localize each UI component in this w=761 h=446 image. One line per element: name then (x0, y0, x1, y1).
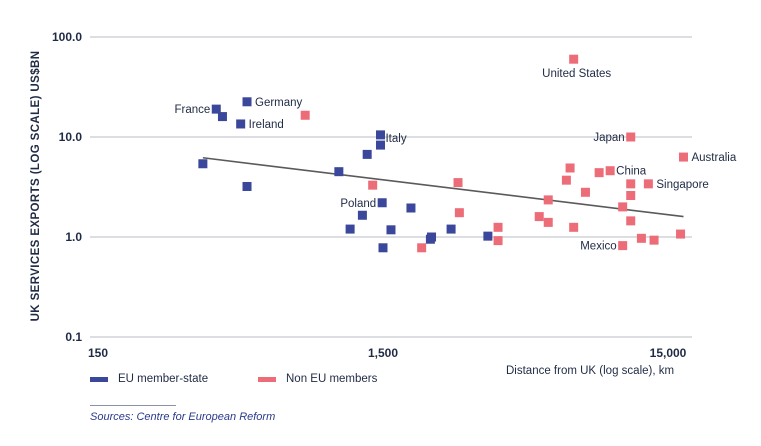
eu-point (334, 167, 344, 177)
point-label: Japan (593, 132, 624, 144)
non-eu-point (417, 243, 427, 253)
eu-point (211, 104, 221, 114)
eu-point (242, 97, 252, 107)
data-points (198, 54, 688, 253)
point-label: Ireland (249, 119, 284, 131)
point-label: Poland (340, 198, 376, 210)
non-eu-point (569, 222, 579, 232)
eu-point (375, 140, 385, 150)
eu-point (375, 130, 385, 140)
y-tick-label: 0.1 (65, 330, 82, 344)
eu-point (483, 231, 493, 241)
point-label: Singapore (656, 179, 708, 191)
legend-non-eu: Non EU members (258, 373, 377, 385)
non-eu-point (453, 178, 463, 188)
non-eu-point (561, 175, 571, 185)
eu-point (242, 181, 252, 191)
eu-point (236, 119, 246, 129)
non-eu-point (493, 222, 503, 232)
eu-point (357, 210, 367, 220)
non-eu-point (580, 187, 590, 197)
non-eu-point (626, 216, 636, 226)
legend-non-eu-swatch (258, 376, 276, 382)
point-label: China (616, 166, 647, 178)
non-eu-point (605, 166, 615, 176)
x-axis-ticks: 150 1,500 15,000 (88, 346, 687, 360)
non-eu-point (569, 54, 579, 64)
non-eu-point (626, 132, 636, 142)
point-label: France (174, 104, 210, 116)
y-axis-ticks: 0.1 1.0 10.0 100.0 (52, 30, 82, 344)
non-eu-point (678, 152, 688, 162)
legend-non-eu-label: Non EU members (286, 373, 378, 385)
point-label: Australia (691, 152, 736, 164)
trendline (202, 156, 684, 218)
y-axis-label: UK SERVICES EXPORTS (LOG SCALE) US$BN (30, 51, 42, 322)
eu-point (198, 159, 208, 169)
eu-point (217, 112, 227, 122)
gridlines (90, 36, 692, 338)
eu-point (345, 224, 355, 234)
non-eu-point (534, 212, 544, 222)
non-eu-point (454, 208, 464, 218)
x-tick-label: 150 (88, 346, 108, 360)
non-eu-point (643, 179, 653, 189)
non-eu-point (594, 168, 604, 178)
non-eu-point (626, 191, 636, 201)
x-axis-label: Distance from UK (log scale), km (506, 365, 674, 377)
source-note: Sources: Centre for European Reform (90, 411, 276, 423)
non-eu-point (676, 229, 686, 239)
non-eu-point (543, 217, 553, 227)
non-eu-point (626, 179, 636, 189)
non-eu-point (636, 233, 646, 243)
non-eu-point (493, 236, 503, 246)
non-eu-point (565, 163, 575, 173)
point-label: United States (542, 68, 611, 80)
point-labels: France Ireland Germany Italy Poland United St… (174, 68, 736, 252)
eu-point (386, 225, 396, 235)
non-eu-point (618, 202, 628, 212)
legend-eu: EU member-state (90, 373, 208, 385)
non-eu-point (649, 235, 659, 245)
legend-eu-swatch (90, 376, 108, 382)
eu-point (446, 224, 456, 234)
trendline-group (202, 156, 684, 218)
point-label: Germany (255, 97, 303, 109)
non-eu-point (618, 241, 628, 251)
y-tick-label: 1.0 (65, 230, 82, 244)
eu-point (406, 203, 416, 213)
y-tick-label: 10.0 (59, 130, 83, 144)
non-eu-point (300, 110, 310, 120)
point-label: Italy (385, 133, 406, 145)
eu-point (378, 243, 388, 253)
non-eu-point (368, 180, 378, 190)
source-divider (90, 405, 176, 406)
x-tick-label: 1,500 (368, 346, 398, 360)
legend-eu-label: EU member-state (118, 373, 209, 385)
y-tick-label: 100.0 (52, 30, 82, 44)
non-eu-point (543, 195, 553, 205)
x-tick-label: 15,000 (650, 346, 687, 360)
point-label: Mexico (580, 241, 616, 253)
eu-point (362, 149, 372, 159)
eu-point (427, 232, 437, 242)
eu-point (377, 198, 387, 208)
